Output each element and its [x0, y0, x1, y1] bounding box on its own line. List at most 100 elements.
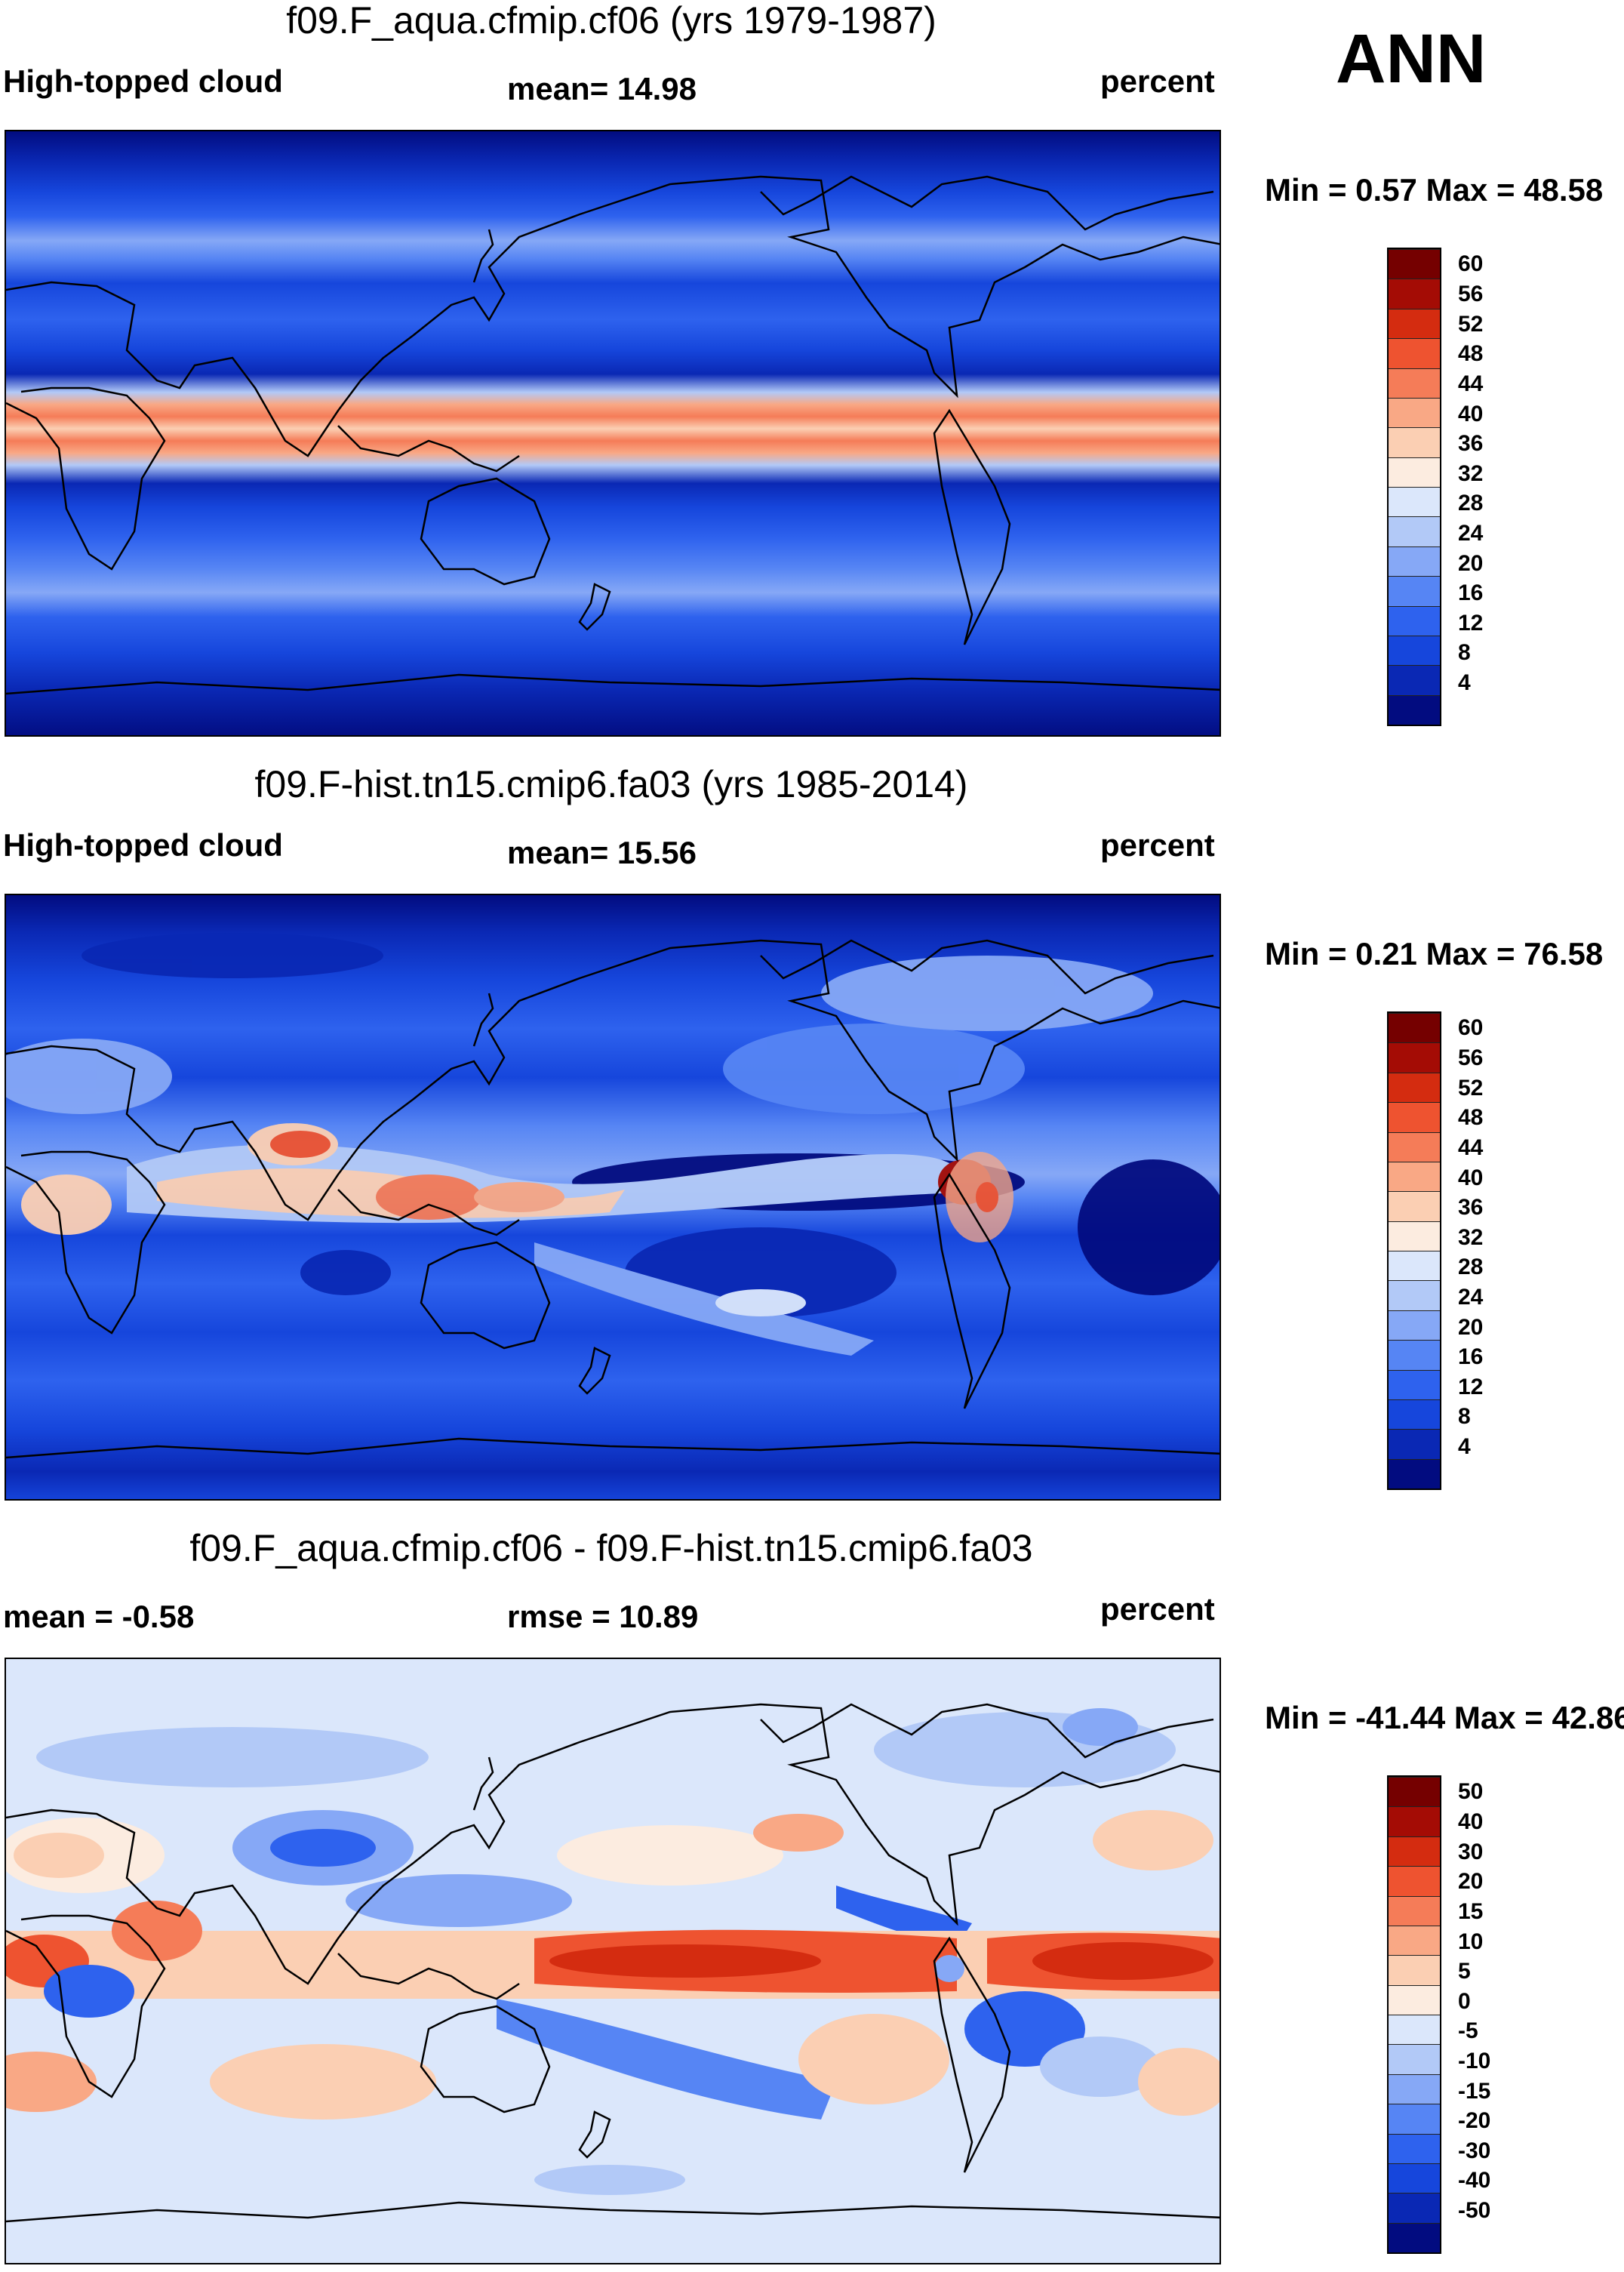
- colorbar-tick: 0: [1458, 1989, 1471, 2014]
- colorbar-tick: 24: [1458, 1285, 1484, 1310]
- colorbar-tick: -40: [1458, 2168, 1491, 2193]
- map-svg: [6, 131, 1220, 735]
- colorbar-swatch: [1389, 2044, 1440, 2074]
- mean-label: mean= 14.98: [507, 71, 697, 106]
- colorbar-swatch: [1389, 2222, 1440, 2252]
- colorbar-swatch: [1389, 1072, 1440, 1103]
- minmax-label: Min = -41.44 Max = 42.86: [1265, 1700, 1624, 1735]
- colorbar-tick: 30: [1458, 1839, 1484, 1864]
- colorbar-swatch: [1389, 1221, 1440, 1251]
- colorbar-tick: 10: [1458, 1929, 1484, 1954]
- colorbar-swatch: [1389, 1836, 1440, 1867]
- colorbar-tick: 12: [1458, 1375, 1484, 1399]
- colorbar-swatch: [1389, 1955, 1440, 1985]
- colorbar-tick: 12: [1458, 611, 1484, 636]
- colorbar-swatch: [1389, 2104, 1440, 2134]
- colorbar-tick: 56: [1458, 1045, 1484, 1070]
- colorbar: [1387, 1011, 1441, 1490]
- colorbar-tick: 52: [1458, 312, 1484, 337]
- panel-case-title: f09.F_aqua.cfmip.cf06 - f09.F-hist.tn15.…: [189, 1527, 1033, 1569]
- colorbar: [1387, 248, 1441, 726]
- colorbar-tick: -50: [1458, 2198, 1491, 2223]
- map-plot-reference: [5, 894, 1221, 1501]
- units-label: percent: [1100, 1591, 1215, 1627]
- colorbar-swatch: [1389, 397, 1440, 428]
- colorbar-tick: 60: [1458, 251, 1484, 276]
- colorbar-swatch: [1389, 1866, 1440, 1896]
- colorbar-tick: 20: [1458, 551, 1484, 576]
- colorbar-swatch: [1389, 308, 1440, 339]
- colorbar-swatch: [1389, 1369, 1440, 1399]
- season-label: ANN: [1336, 20, 1487, 97]
- colorbar-swatch: [1389, 1925, 1440, 1956]
- colorbar-swatch: [1389, 1280, 1440, 1310]
- colorbar-tick: 48: [1458, 341, 1484, 366]
- colorbar-swatch: [1389, 338, 1440, 368]
- colorbar-swatch: [1389, 1984, 1440, 2015]
- colorbar-swatch: [1389, 1013, 1440, 1043]
- variable-label: High-topped cloud: [3, 827, 283, 863]
- colorbar-tick: 52: [1458, 1076, 1484, 1101]
- units-label: percent: [1100, 63, 1215, 99]
- colorbar-swatch: [1389, 1340, 1440, 1370]
- colorbar-swatch: [1389, 546, 1440, 577]
- colorbar-tick: 16: [1458, 580, 1484, 605]
- map-svg: [6, 1659, 1220, 2263]
- colorbar-swatch: [1389, 1777, 1440, 1807]
- colorbar-swatch: [1389, 1399, 1440, 1430]
- colorbar-tick: 32: [1458, 461, 1484, 486]
- colorbar-tick: 60: [1458, 1015, 1484, 1040]
- colorbar-swatch: [1389, 2193, 1440, 2223]
- colorbar-tick: 44: [1458, 371, 1484, 396]
- colorbar-tick: 28: [1458, 491, 1484, 516]
- colorbar-swatch: [1389, 2133, 1440, 2163]
- colorbar-swatch: [1389, 1251, 1440, 1281]
- colorbar-swatch: [1389, 635, 1440, 666]
- colorbar-swatch: [1389, 249, 1440, 279]
- colorbar-swatch: [1389, 1310, 1440, 1341]
- colorbar-tick: 36: [1458, 1195, 1484, 1220]
- colorbar-tick: -10: [1458, 2049, 1491, 2073]
- colorbar-swatch: [1389, 1042, 1440, 1073]
- colorbar-swatch: [1389, 694, 1440, 725]
- colorbar-tick: -20: [1458, 2108, 1491, 2133]
- colorbar: [1387, 1775, 1441, 2254]
- colorbar-tick: 4: [1458, 1434, 1471, 1459]
- colorbar-tick: 40: [1458, 402, 1484, 426]
- colorbar-tick: 56: [1458, 282, 1484, 306]
- colorbar-swatch: [1389, 1895, 1440, 1926]
- colorbar-swatch: [1389, 427, 1440, 457]
- panel-case-title: f09.F-hist.tn15.cmip6.fa03 (yrs 1985-201…: [254, 763, 968, 805]
- units-label: percent: [1100, 827, 1215, 863]
- minmax-label: Min = 0.57 Max = 48.58: [1265, 172, 1604, 208]
- variable-label: High-topped cloud: [3, 63, 283, 99]
- colorbar-swatch: [1389, 1191, 1440, 1221]
- colorbar-swatch: [1389, 1102, 1440, 1132]
- colorbar-tick: -15: [1458, 2079, 1491, 2104]
- mean-label: mean= 15.56: [507, 835, 697, 870]
- colorbar-tick: 44: [1458, 1135, 1484, 1160]
- minmax-label: Min = 0.21 Max = 76.58: [1265, 936, 1604, 971]
- colorbar-tick: 15: [1458, 1899, 1484, 1924]
- colorbar-tick: 36: [1458, 431, 1484, 456]
- colorbar-tick: 40: [1458, 1809, 1484, 1834]
- colorbar-tick: 40: [1458, 1165, 1484, 1190]
- colorbar-swatch: [1389, 1161, 1440, 1192]
- colorbar-swatch: [1389, 1458, 1440, 1488]
- colorbar-tick: 5: [1458, 1959, 1471, 1984]
- colorbar-tick: 8: [1458, 640, 1471, 665]
- colorbar-swatch: [1389, 2015, 1440, 2045]
- colorbar-tick: -5: [1458, 2018, 1478, 2043]
- colorbar-tick: 16: [1458, 1344, 1484, 1369]
- colorbar-swatch: [1389, 2073, 1440, 2104]
- rmse-label: rmse = 10.89: [507, 1599, 699, 1634]
- colorbar-swatch: [1389, 1131, 1440, 1162]
- colorbar-tick: 28: [1458, 1255, 1484, 1279]
- map-svg: [6, 895, 1220, 1499]
- colorbar-tick: 48: [1458, 1105, 1484, 1130]
- map-plot-difference: [5, 1658, 1221, 2264]
- colorbar-tick: 20: [1458, 1315, 1484, 1340]
- colorbar-swatch: [1389, 1429, 1440, 1459]
- colorbar-tick: 32: [1458, 1225, 1484, 1250]
- colorbar-swatch: [1389, 279, 1440, 309]
